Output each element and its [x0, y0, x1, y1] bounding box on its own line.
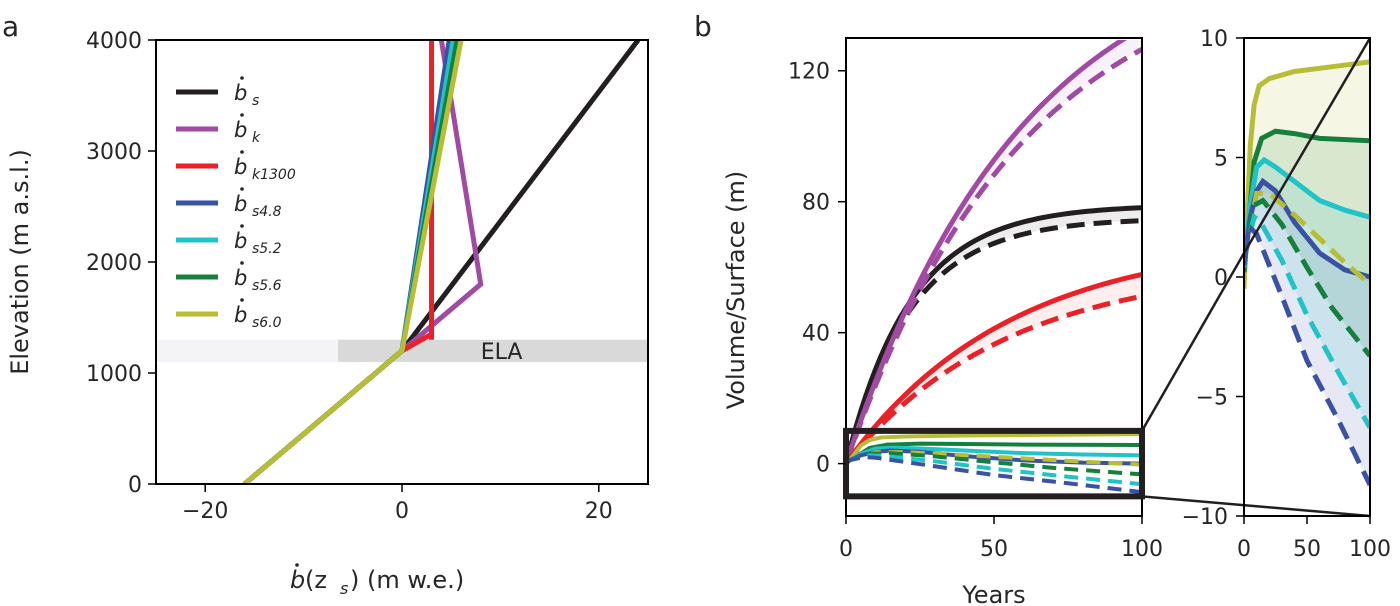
panel-b-xtick-label: 0 [839, 537, 853, 562]
panel-b-chart: 0 50 100 0 40 80 120 Volume/Surface (m) Years [722, 37, 1163, 606]
panel-a-xtick-label: 20 [585, 499, 613, 524]
inset-dashed-line [1244, 190, 1370, 287]
panel-a-series-s6.0 [242, 40, 464, 484]
panel-b-inset-chart: 0 50 100 −10 −5 0 5 10 [1182, 27, 1391, 562]
panel-b-solid-line [846, 271, 1142, 466]
panel-b-small-line [846, 455, 1142, 495]
panel-b-ytick-label: 120 [788, 60, 830, 85]
panel-b-dashed-line [846, 47, 1142, 465]
inset-dashed-line [1244, 224, 1370, 487]
panel-a-series-s5.2 [242, 40, 456, 484]
legend-label-s4.8: b [234, 192, 247, 216]
panel-b-solid-line [846, 40, 1127, 465]
panel-b-solid-line [846, 205, 1142, 465]
legend-sub-k: k [252, 130, 261, 146]
inset-xtick-label: 50 [1293, 537, 1321, 562]
panel-b-ytick-label: 0 [816, 453, 830, 478]
legend-label-k: b [234, 118, 247, 142]
legend-dot [240, 113, 244, 117]
panel-b-ytick-label: 40 [802, 322, 830, 347]
panel-a-xlabel-dot [295, 563, 299, 567]
legend-sub-s5.6: s5.6 [252, 278, 282, 294]
panel-a-xtick-label: −20 [182, 499, 228, 524]
inset-band [1244, 159, 1370, 428]
inset-band [1244, 61, 1370, 289]
legend-sub-k1300: k1300 [252, 167, 296, 183]
panel-a-xlabel-z: (z [305, 566, 327, 594]
panel-b-xtick-label: 50 [980, 537, 1008, 562]
legend-label-s6.0: b [234, 303, 247, 327]
panel-a-series-s5.6 [242, 40, 460, 484]
legend-dot [240, 298, 244, 302]
panel-a-ytick-label: 3000 [86, 140, 142, 165]
panel-a-ytick-label: 4000 [86, 29, 142, 54]
panel-a-series-k1300 [242, 40, 435, 484]
legend-label-k1300: b [234, 155, 247, 179]
inset-xtick-label: 0 [1237, 537, 1251, 562]
inset-band [1244, 131, 1370, 356]
panel-b-small-line [846, 445, 1142, 465]
inset-dashed-line [1244, 197, 1370, 358]
inset-ytick-label: −5 [1196, 386, 1228, 411]
ela-band-light [156, 339, 339, 362]
inset-solid-line [1244, 156, 1370, 268]
panel-a-xlabel-b: b [290, 566, 305, 594]
legend-sub-s5.2: s5.2 [252, 241, 282, 257]
inset-solid-line [1244, 59, 1370, 290]
legend-dot [240, 150, 244, 154]
panel-b-ytick-label: 80 [802, 191, 830, 216]
inset-diagonal-line [1244, 38, 1370, 254]
legend-sub-s6.0: s6.0 [252, 315, 282, 331]
panel-a-xlabel-subscript: s [340, 579, 348, 598]
panel-b-dashed-line [846, 293, 1142, 466]
panel-a-xtick-label: 0 [395, 499, 409, 524]
legend-dot [240, 76, 244, 80]
legend-label-s: b [234, 81, 247, 105]
legend-label-s5.6: b [234, 266, 247, 290]
legend-dot [240, 261, 244, 265]
inset-ytick-label: −10 [1182, 505, 1228, 530]
panel-a-ylabel: Elevation (m a.s.l.) [6, 149, 34, 375]
legend-sub-s4.8: s4.8 [252, 204, 282, 220]
inset-band [1244, 181, 1370, 485]
panel-a-ytick-label: 2000 [86, 251, 142, 276]
legend-dot [240, 187, 244, 191]
zoom-connector-top [1140, 252, 1246, 432]
panel-a-xlabel-units: ) (m w.e.) [350, 566, 464, 594]
legend-label-s5.2: b [234, 229, 247, 253]
inset-ytick-label: 0 [1214, 266, 1228, 291]
legend-dot [240, 224, 244, 228]
inset-ytick-label: 5 [1214, 147, 1228, 172]
inset-xtick-label: 100 [1349, 537, 1391, 562]
zoom-connector-bottom [1141, 495, 1371, 518]
panel-a-letter: a [2, 10, 19, 43]
ela-label: ELA [481, 340, 523, 365]
panel-b-xtick-label: 100 [1121, 537, 1163, 562]
panel-a-frame [155, 39, 649, 485]
panel-b-letter: b [694, 10, 712, 43]
inset-ytick-label: 10 [1200, 27, 1228, 52]
legend-sub-s: s [252, 93, 259, 109]
panel-b-small-line [846, 432, 1142, 467]
panel-b-band [846, 274, 1142, 464]
panel-a-xlabel: b (z s ) (m w.e.) [290, 563, 464, 598]
inset-dashed-line [1244, 213, 1370, 429]
panel-b-ylabel: Volume/Surface (m) [722, 171, 750, 410]
panel-a-ytick-label: 0 [128, 473, 142, 498]
inset-solid-line [1244, 177, 1370, 280]
panel-a-ytick-label: 1000 [86, 362, 142, 387]
panel-b-xlabel: Years [961, 581, 1025, 606]
